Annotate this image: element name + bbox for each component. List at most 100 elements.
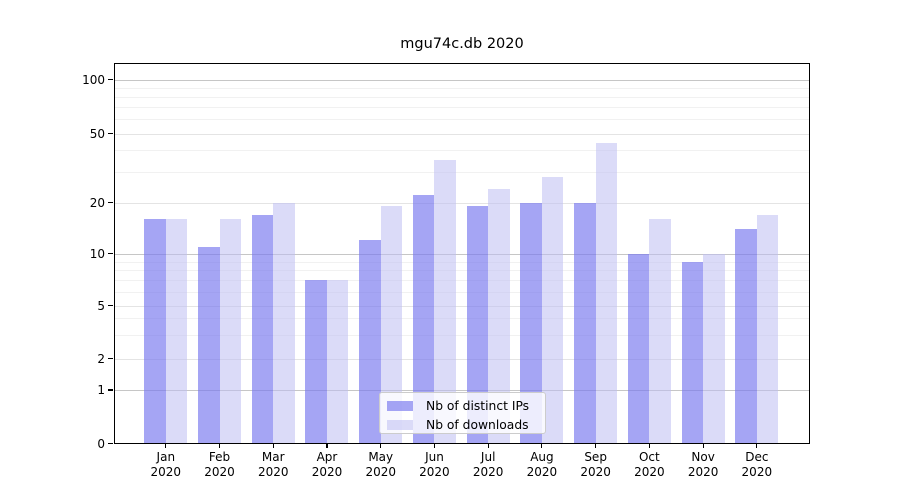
- x-tick-label: Jun 2020: [407, 450, 461, 481]
- bar-feb-ips: [198, 246, 220, 444]
- legend-label: Nb of downloads: [426, 418, 529, 432]
- bar-jan-downloads: [165, 219, 188, 444]
- y-gridline: [113, 305, 810, 307]
- bar-jul-ips: [466, 206, 489, 444]
- x-tick-mark: [487, 443, 489, 448]
- bar-dec-downloads: [756, 214, 779, 444]
- y-gridline: [113, 358, 810, 360]
- bar-jun-ips: [412, 195, 435, 444]
- bar-jun-downloads: [434, 160, 456, 444]
- y-tick-label: 5: [97, 298, 105, 313]
- y-minor-gridline: [113, 171, 810, 173]
- x-tick-label: May 2020: [354, 450, 408, 481]
- bar-feb-downloads: [219, 219, 242, 444]
- y-minor-gridline: [113, 261, 810, 263]
- bar-may-ips: [359, 240, 381, 444]
- y-tick-label: 100: [82, 72, 105, 87]
- y-minor-gridline: [113, 280, 810, 282]
- x-tick-mark: [380, 443, 382, 448]
- x-tick-month: Dec: [745, 449, 769, 464]
- x-tick-label: Dec 2020: [730, 450, 784, 481]
- legend: Nb of distinct IPs Nb of downloads: [379, 392, 546, 434]
- y-minor-gridline: [113, 150, 810, 152]
- x-tick-year: 2020: [687, 465, 719, 479]
- y-tick-label: 20: [89, 195, 105, 210]
- x-tick-label: Feb 2020: [193, 450, 247, 481]
- x-tick-year: 2020: [419, 465, 450, 479]
- plot-area: [113, 63, 810, 444]
- y-minor-gridline: [113, 87, 810, 89]
- y-minor-gridline: [113, 291, 810, 293]
- bar-dec-ips: [735, 228, 757, 444]
- y-gridline: [113, 133, 810, 135]
- x-tick-label: Mar 2020: [246, 450, 300, 481]
- bar-apr-downloads: [326, 280, 349, 444]
- x-tick-mark: [541, 443, 543, 448]
- y-tick-label: 1: [97, 383, 105, 397]
- x-tick-month: May: [368, 449, 394, 464]
- legend-label: Nb of distinct IPs: [426, 399, 530, 413]
- x-tick-month: Nov: [691, 449, 715, 464]
- y-minor-gridline: [113, 270, 810, 272]
- y-tick-mark: [108, 253, 113, 255]
- bar-sep-downloads: [595, 143, 618, 444]
- x-tick-mark: [326, 443, 328, 448]
- y-tick-label: 2: [97, 351, 105, 366]
- x-tick-year: 2020: [150, 465, 182, 479]
- x-tick-month: Oct: [638, 449, 660, 464]
- bar-nov-downloads: [703, 253, 725, 444]
- y-gridline: [113, 202, 810, 204]
- legend-swatch: [387, 420, 413, 430]
- y-tick-mark: [108, 201, 113, 204]
- x-tick-label: Nov 2020: [676, 450, 730, 481]
- x-tick-mark: [702, 443, 704, 448]
- bar-apr-ips: [305, 280, 327, 444]
- x-tick-year: 2020: [634, 465, 665, 479]
- y-tick-mark: [108, 357, 113, 360]
- x-tick-month: Apr: [316, 449, 338, 464]
- x-tick-month: Jul: [480, 449, 496, 464]
- x-tick-year: 2020: [472, 465, 504, 479]
- y-gridline-major: [113, 390, 810, 391]
- x-tick-label: Sep 2020: [569, 450, 623, 481]
- bar-mar-downloads: [273, 202, 295, 444]
- x-tick-year: 2020: [257, 465, 289, 479]
- bar-jan-ips: [144, 219, 166, 444]
- y-tick-mark: [108, 389, 113, 391]
- legend-row: Nb of downloads: [387, 417, 537, 433]
- x-tick-mark: [272, 443, 274, 448]
- x-tick-month: Feb: [208, 449, 231, 464]
- y-minor-gridline: [113, 107, 810, 109]
- bar-sep-ips: [574, 202, 596, 444]
- x-tick-mark: [756, 443, 758, 448]
- bar-aug-ips: [520, 202, 542, 444]
- y-tick-label: 0: [97, 436, 105, 451]
- y-tick-label: 10: [89, 246, 105, 261]
- chart-title: mgu74c.db 2020: [400, 36, 524, 52]
- bar-aug-downloads: [541, 177, 564, 444]
- y-tick-mark: [108, 78, 113, 81]
- y-tick-label: 50: [89, 126, 105, 141]
- x-tick-month: Jun: [425, 449, 444, 464]
- x-tick-mark: [595, 443, 597, 448]
- y-gridline-major: [113, 79, 810, 81]
- x-tick-mark: [433, 443, 436, 448]
- x-tick-label: Aug 2020: [515, 450, 569, 481]
- y-tick-mark: [108, 304, 113, 307]
- x-tick-label: Oct 2020: [622, 450, 676, 481]
- x-tick-label: Jan 2020: [139, 450, 193, 481]
- y-minor-gridline: [113, 318, 810, 320]
- x-tick-mark: [648, 443, 650, 448]
- bar-jul-downloads: [488, 188, 510, 444]
- y-gridline-major: [113, 253, 810, 255]
- y-minor-gridline: [113, 96, 810, 98]
- bar-nov-ips: [681, 261, 704, 444]
- y-minor-gridline: [113, 335, 810, 337]
- legend-row: Nb of distinct IPs: [387, 398, 537, 414]
- x-tick-mark: [218, 443, 221, 448]
- x-tick-year: 2020: [311, 465, 343, 479]
- x-tick-label: Jul 2020: [461, 450, 515, 481]
- x-tick-month: Jan: [156, 449, 176, 464]
- y-minor-gridline: [113, 119, 810, 121]
